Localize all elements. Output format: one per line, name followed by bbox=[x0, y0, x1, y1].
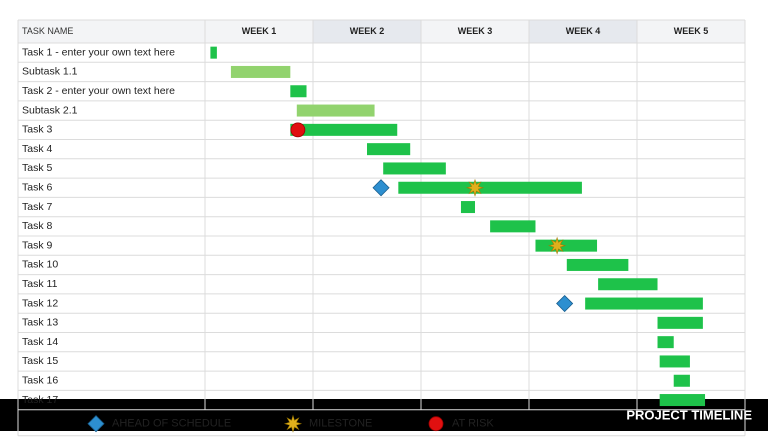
week-label: WEEK 4 bbox=[566, 26, 601, 36]
week-label: WEEK 2 bbox=[350, 26, 385, 36]
task-bar bbox=[673, 374, 690, 387]
chart-title: PROJECT TIMELINE bbox=[626, 407, 752, 422]
header-bg-alt bbox=[313, 20, 421, 43]
marker-star bbox=[283, 414, 303, 433]
task-label: Task 11 bbox=[22, 278, 58, 290]
marker-diamond bbox=[372, 179, 390, 197]
task-label: Task 12 bbox=[22, 297, 58, 309]
task-bar bbox=[296, 104, 375, 117]
task-bar bbox=[210, 46, 217, 59]
task-bar bbox=[398, 181, 582, 194]
task-label: Task 14 bbox=[22, 336, 58, 348]
legend-label: MILESTONE bbox=[309, 418, 372, 430]
task-bar bbox=[383, 162, 446, 175]
week-label: WEEK 3 bbox=[458, 26, 493, 36]
legend-label: AT RISK bbox=[452, 418, 494, 430]
task-label: Task 3 bbox=[22, 124, 53, 136]
marker-circle bbox=[428, 416, 444, 432]
task-label: Task 9 bbox=[22, 239, 53, 251]
header-bg-alt bbox=[529, 20, 637, 43]
marker-diamond bbox=[556, 294, 574, 313]
legend-label: AHEAD OF SCHEDULE bbox=[112, 418, 231, 430]
task-bar bbox=[490, 220, 536, 233]
task-label: Task 5 bbox=[22, 162, 53, 174]
task-bar bbox=[659, 355, 690, 368]
marker-star bbox=[465, 178, 485, 197]
task-label: Task 8 bbox=[22, 220, 53, 232]
task-bar bbox=[460, 201, 475, 214]
task-label: Task 1 - enter your own text here bbox=[22, 46, 175, 58]
marker-diamond bbox=[87, 415, 105, 433]
task-label: Subtask 1.1 bbox=[22, 66, 78, 78]
task-label: Subtask 2.1 bbox=[22, 104, 78, 116]
task-label: Task 4 bbox=[22, 143, 53, 155]
task-bar bbox=[566, 258, 629, 271]
task-bar bbox=[657, 336, 674, 349]
week-label: WEEK 5 bbox=[674, 26, 709, 36]
task-label: Task 13 bbox=[22, 317, 58, 329]
task-label: Task 10 bbox=[22, 259, 58, 271]
task-bar bbox=[659, 394, 706, 407]
footer-bar bbox=[0, 399, 768, 431]
task-bar bbox=[367, 143, 411, 156]
week-label: WEEK 1 bbox=[242, 26, 277, 36]
task-bar bbox=[585, 297, 703, 310]
marker-star bbox=[548, 236, 567, 255]
marker-circle bbox=[290, 122, 306, 138]
task-bar bbox=[230, 65, 291, 78]
task-label: Task 15 bbox=[22, 355, 58, 367]
task-label: Task 16 bbox=[22, 375, 58, 387]
task-bar bbox=[657, 316, 703, 329]
task-bar bbox=[290, 85, 307, 98]
task-label: Task 7 bbox=[22, 201, 53, 213]
task-label: Task 17 bbox=[22, 394, 58, 406]
task-label: Task 6 bbox=[22, 182, 53, 194]
task-bar bbox=[535, 239, 598, 252]
task-label: Task 2 - enter your own text here bbox=[22, 85, 175, 97]
task-bar bbox=[598, 278, 658, 291]
header-label: TASK NAME bbox=[22, 26, 73, 36]
task-bar bbox=[290, 123, 398, 136]
